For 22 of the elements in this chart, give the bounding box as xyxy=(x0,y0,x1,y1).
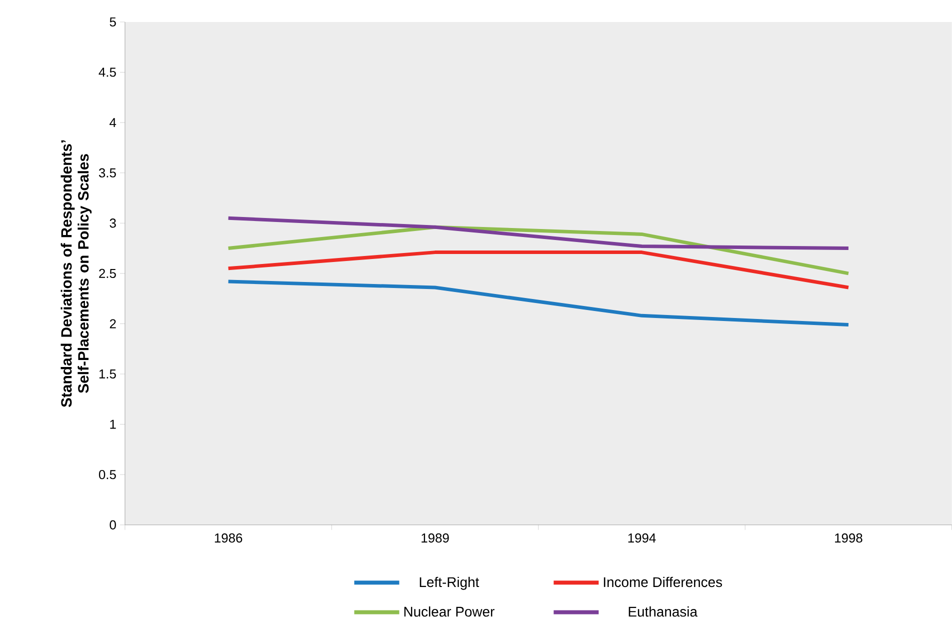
y-tick-label: 0.5 xyxy=(98,470,116,480)
y-tick-label: 2 xyxy=(110,319,116,328)
x-tick-label: 1986 xyxy=(214,533,242,543)
y-tick-label: 5 xyxy=(110,18,116,27)
line-series xyxy=(226,216,850,250)
x-tick-label: 1989 xyxy=(422,533,449,543)
y-tick-label: 3.5 xyxy=(98,168,116,178)
y-tick-label: 3 xyxy=(110,218,116,228)
y-tick-label: 1 xyxy=(110,420,116,429)
line-series xyxy=(226,280,850,327)
y-tick-label: 4 xyxy=(110,118,116,128)
legend-label: Euthanasia xyxy=(628,606,698,617)
x-tick-label: 1994 xyxy=(628,533,656,543)
y-tick-label: 1.5 xyxy=(99,370,116,379)
legend-label: Income Differences xyxy=(604,576,722,588)
y-tick-label: 4.5 xyxy=(98,68,116,77)
y-tick-label: 0 xyxy=(110,520,116,530)
legend-label: Nuclear Power xyxy=(404,606,494,617)
y-axis-title: Standard Deviations of Respondents’ Self-Placements on Policy Scales xyxy=(60,140,92,408)
x-tick-label: 1998 xyxy=(835,533,862,543)
y-tick-label: 2.5 xyxy=(99,268,116,278)
legend-label: Left-Right xyxy=(420,576,480,590)
